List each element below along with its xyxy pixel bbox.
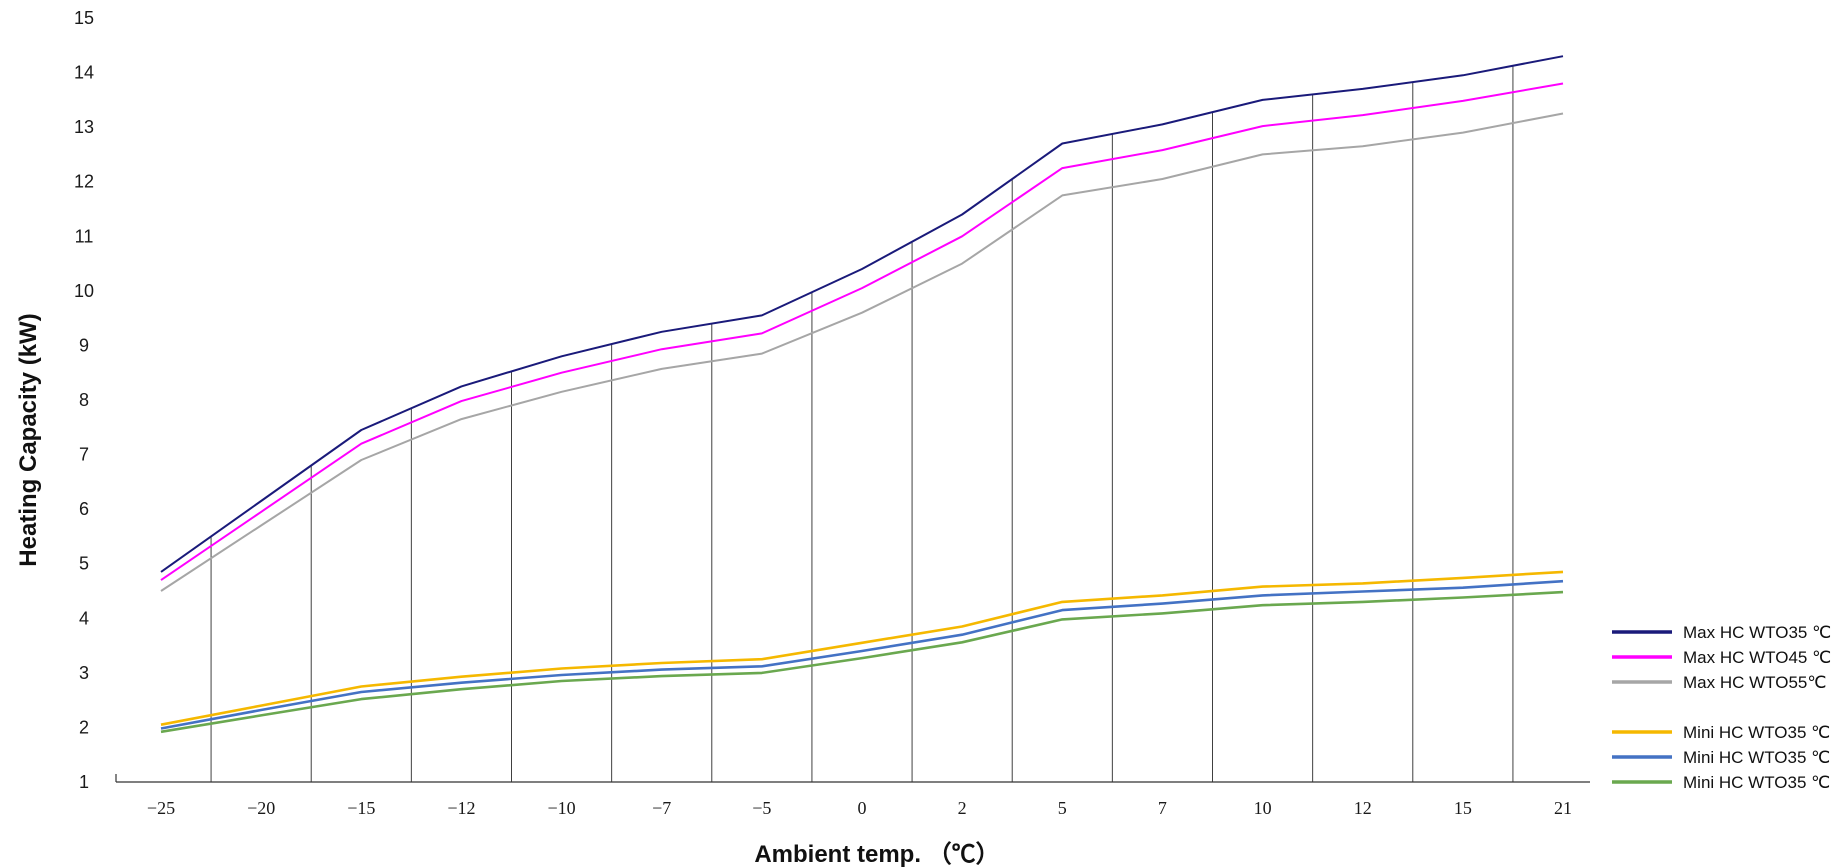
grid xyxy=(210,65,1514,782)
legend-label: Max HC WTO45 ℃ xyxy=(1683,648,1831,667)
y-tick-label: 8 xyxy=(79,390,89,410)
x-tick-label: 10 xyxy=(1254,798,1272,818)
y-tick-label: 13 xyxy=(74,117,94,137)
legend-label: Max HC WTO35 ℃ xyxy=(1683,623,1831,642)
x-tick-label: 12 xyxy=(1354,798,1372,818)
x-tick-label: −5 xyxy=(752,798,771,818)
y-tick-label: 15 xyxy=(74,8,94,28)
x-tick-label: 15 xyxy=(1454,798,1472,818)
y-tick-label: 2 xyxy=(79,717,89,737)
series-line xyxy=(160,579,1564,730)
series-line xyxy=(160,82,1564,581)
x-tick-label: −7 xyxy=(652,798,671,818)
y-tick-label: 5 xyxy=(79,554,89,574)
x-tick-label: 5 xyxy=(1058,798,1067,818)
legend-label: Max HC WTO55℃ xyxy=(1683,673,1826,692)
series-line xyxy=(160,570,1564,726)
x-tick-label: −12 xyxy=(447,798,475,818)
y-tick-label: 1 xyxy=(79,772,89,792)
x-tick-label: 21 xyxy=(1554,798,1572,818)
legend: Max HC WTO35 ℃ Max HC WTO45 ℃ Max HC WTO55… xyxy=(1612,623,1831,792)
y-tick-label: 7 xyxy=(79,445,89,465)
y-axis-title: Heating Capacity (kW) xyxy=(15,313,42,566)
y-tick-label: 9 xyxy=(79,335,89,355)
x-tick-label: −10 xyxy=(547,798,575,818)
legend-label: Mini HC WTO35 ℃ xyxy=(1683,748,1830,767)
x-tick-label: 0 xyxy=(858,798,867,818)
y-tick-label: 4 xyxy=(79,608,89,628)
y-tick-label: 14 xyxy=(74,63,94,83)
legend-label: Mini HC WTO35 ℃ xyxy=(1683,773,1830,792)
x-tick-label: −20 xyxy=(247,798,275,818)
y-tick-label: 11 xyxy=(75,226,94,246)
series-line xyxy=(160,590,1564,734)
y-tick-label: 3 xyxy=(79,663,89,683)
series-line xyxy=(160,112,1564,592)
y-tick-label: 6 xyxy=(79,499,89,519)
y-tick-label: 12 xyxy=(74,172,94,192)
legend-label: Mini HC WTO35 ℃ xyxy=(1683,723,1830,742)
x-ticks: −25 −20 −15 −12 −10 −7 −5 0 2 5 7 10 12 15 21 xyxy=(147,798,1572,818)
x-axis-title: Ambient temp. （℃） xyxy=(754,841,999,868)
series-lines xyxy=(160,55,1564,734)
y-tick-label: 10 xyxy=(74,281,94,301)
x-tick-label: −15 xyxy=(347,798,375,818)
x-tick-label: 2 xyxy=(958,798,967,818)
x-tick-label: 7 xyxy=(1158,798,1167,818)
series-line xyxy=(160,55,1564,573)
x-tick-label: −25 xyxy=(147,798,175,818)
axes xyxy=(115,774,1590,783)
